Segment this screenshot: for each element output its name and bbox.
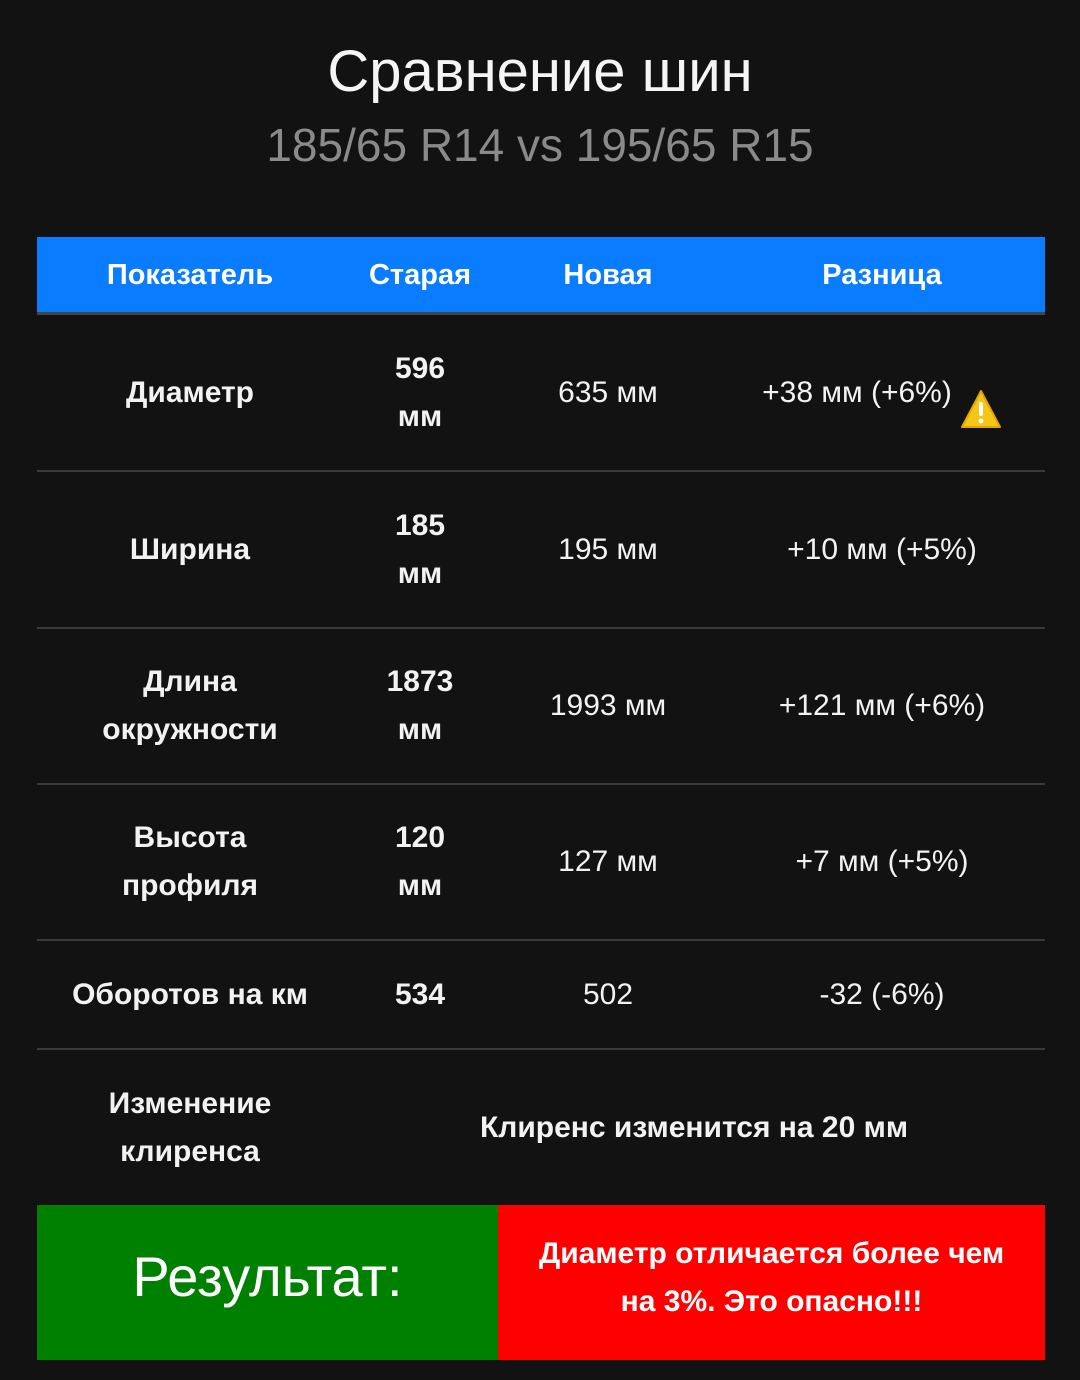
table-row: Высота профиля 120 мм 127 мм +7 мм (+5%)	[37, 785, 1045, 941]
result-message: Диаметр отличается более чем на 3%. Это …	[498, 1205, 1045, 1360]
difference-cell: +38 мм (+6%)	[719, 341, 1045, 444]
row-label: Оборотов на км	[72, 977, 308, 1011]
row-label: Изменение клиренса	[108, 1087, 272, 1168]
page-title: Сравнение шин	[327, 39, 753, 104]
clearance-value: Клиренс изменится на 20 мм	[479, 1111, 909, 1144]
result-panel: Результат: Диаметр отличается более чем …	[37, 1205, 1045, 1360]
column-header-new: Новая	[563, 258, 653, 291]
old-value: 120 мм	[394, 821, 446, 902]
warning-triangle-icon	[960, 341, 1002, 444]
row-label: Длина окружности	[102, 665, 278, 746]
column-header-old: Старая	[368, 258, 472, 291]
comparison-table: Показатель Старая Новая Разница Диаметр …	[37, 237, 1045, 1206]
row-label: Высота профиля	[121, 821, 259, 902]
old-value: 534	[394, 977, 446, 1011]
new-value: 195 мм	[558, 532, 658, 566]
row-label: Ширина	[129, 532, 251, 566]
page-subtitle: 185/65 R14 vs 195/65 R15	[266, 119, 814, 171]
difference-value: -32 (-6%)	[819, 977, 945, 1011]
table-row: Ширина 185 мм 195 мм +10 мм (+5%)	[37, 472, 1045, 629]
new-value: 502	[582, 977, 634, 1011]
column-header-indicator: Показатель	[106, 258, 274, 291]
old-value: 1873 мм	[386, 665, 454, 746]
difference-value: +38 мм (+6%)	[762, 375, 952, 409]
row-label: Диаметр	[126, 375, 254, 409]
difference-value: +121 мм (+6%)	[778, 689, 986, 722]
table-header: Показатель Старая Новая Разница	[37, 237, 1045, 315]
old-value: 596 мм	[394, 351, 446, 433]
table-row: Диаметр 596 мм 635 мм +38 мм (+6%)	[37, 315, 1045, 472]
difference-value: +10 мм (+5%)	[787, 532, 977, 566]
clearance-row: Изменение клиренса Клиренс изменится на …	[37, 1050, 1045, 1206]
table-row: Длина окружности 1873 мм 1993 мм +121 мм…	[37, 629, 1045, 785]
old-value: 185 мм	[394, 508, 446, 590]
result-label: Результат:	[37, 1205, 498, 1360]
new-value: 127 мм	[558, 845, 658, 878]
table-row: Оборотов на км 534 502 -32 (-6%)	[37, 941, 1045, 1050]
difference-value: +7 мм (+5%)	[795, 845, 969, 878]
column-header-difference: Разница	[822, 258, 942, 291]
new-value: 1993 мм	[549, 689, 667, 722]
new-value: 635 мм	[558, 375, 658, 409]
